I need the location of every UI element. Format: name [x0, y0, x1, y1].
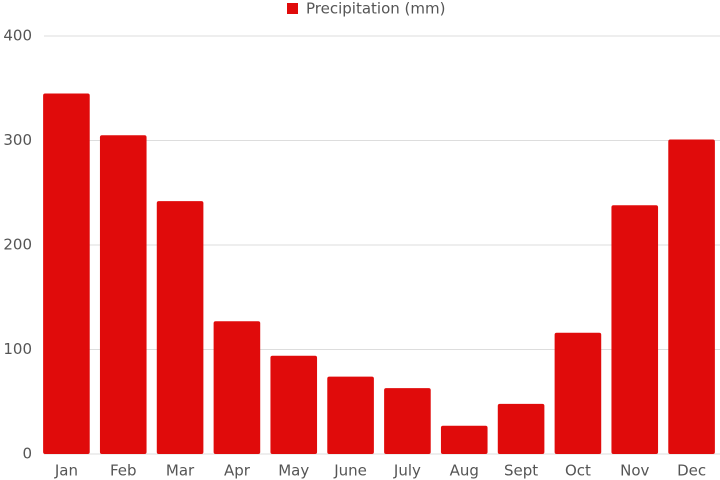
bar — [99, 135, 147, 454]
legend-swatch — [287, 3, 298, 14]
y-tick-label: 300 — [3, 131, 32, 149]
bar — [270, 355, 318, 454]
bar — [497, 403, 545, 454]
bar — [554, 332, 602, 454]
x-tick-label: Nov — [620, 462, 649, 480]
legend-label: Precipitation (mm) — [306, 0, 445, 18]
y-tick-label: 400 — [3, 27, 32, 45]
x-tick-label: Feb — [110, 462, 137, 480]
x-tick-label: Aug — [450, 462, 479, 480]
bar — [611, 205, 659, 454]
bar — [43, 93, 90, 454]
bar — [156, 201, 204, 454]
y-tick-label: 100 — [3, 340, 32, 358]
x-tick-label: Apr — [224, 462, 251, 480]
x-tick-label: Dec — [677, 462, 706, 480]
y-tick-label: 0 — [22, 445, 32, 463]
y-tick-label: 200 — [3, 236, 32, 254]
bar — [327, 376, 374, 454]
bar — [668, 139, 715, 454]
x-tick-label: June — [333, 462, 367, 480]
x-tick-label: Mar — [166, 462, 195, 480]
x-tick-label: May — [278, 462, 309, 480]
x-tick-label: Sept — [504, 462, 538, 480]
x-tick-label: Jan — [54, 462, 78, 480]
x-tick-label: July — [393, 462, 421, 480]
bar — [440, 425, 488, 454]
bar — [213, 321, 261, 454]
x-tick-label: Oct — [565, 462, 591, 480]
bar — [384, 388, 431, 454]
